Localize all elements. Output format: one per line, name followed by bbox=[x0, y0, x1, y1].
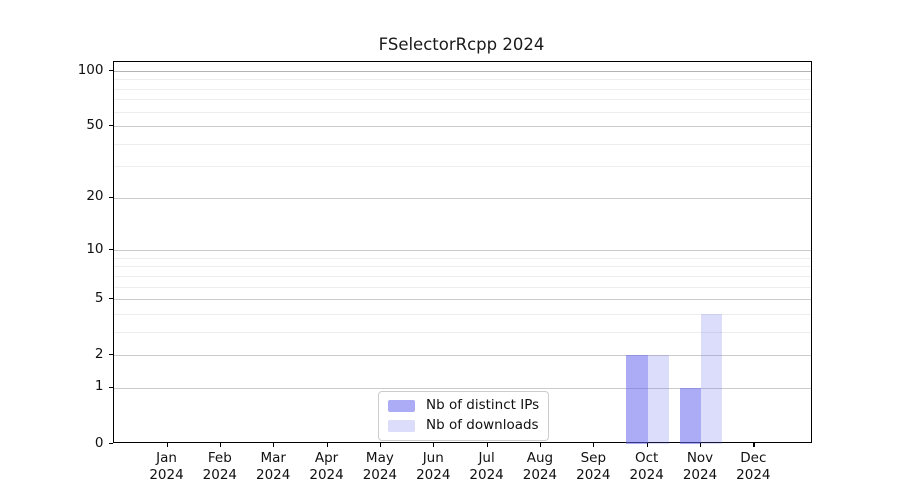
legend: Nb of distinct IPs Nb of downloads bbox=[378, 391, 550, 441]
y-tick-mark bbox=[108, 298, 113, 300]
gridline-major bbox=[113, 387, 811, 389]
gridline-major bbox=[113, 71, 811, 72]
gridline-minor bbox=[113, 143, 811, 145]
x-tick-mark bbox=[273, 443, 275, 447]
gridline-minor bbox=[113, 331, 811, 333]
gridline-minor bbox=[113, 111, 811, 113]
gridline-major bbox=[113, 126, 811, 128]
gridline-minor bbox=[113, 275, 811, 277]
legend-item-downloads: Nb of downloads bbox=[388, 417, 539, 434]
gridline-minor bbox=[113, 79, 811, 81]
x-tick-mark bbox=[379, 443, 382, 447]
y-tick-label: 100 bbox=[77, 61, 104, 78]
y-tick-label: 20 bbox=[86, 188, 104, 205]
x-tick-mark bbox=[646, 443, 648, 447]
x-tick-mark bbox=[700, 443, 702, 447]
gridline-minor bbox=[113, 99, 811, 101]
x-tick-mark bbox=[219, 443, 222, 447]
y-tick-mark bbox=[108, 196, 113, 199]
x-tick-label: May 2024 bbox=[362, 450, 398, 483]
gridline-major bbox=[113, 299, 811, 301]
x-tick-label: Nov 2024 bbox=[682, 450, 718, 483]
x-tick-mark bbox=[166, 443, 168, 447]
y-tick-label: 2 bbox=[94, 345, 104, 362]
chart-title: FSelectorRcpp 2024 bbox=[378, 35, 545, 54]
y-tick-mark bbox=[108, 386, 113, 389]
x-tick-mark bbox=[486, 443, 488, 447]
bar-downloads bbox=[701, 313, 723, 444]
x-tick-label: Mar 2024 bbox=[256, 450, 291, 483]
gridline-major bbox=[113, 250, 811, 252]
y-tick-mark bbox=[108, 125, 113, 127]
legend-swatch-downloads bbox=[388, 419, 415, 432]
y-tick-label: 5 bbox=[94, 289, 104, 306]
plot-area bbox=[112, 61, 812, 444]
legend-item-distinct-ips: Nb of distinct IPs bbox=[388, 397, 539, 414]
y-tick-label: 50 bbox=[86, 116, 104, 133]
gridline-minor bbox=[113, 313, 811, 315]
x-tick-mark bbox=[326, 443, 328, 447]
x-tick-label: Aug 2024 bbox=[522, 450, 558, 483]
legend-label: Nb of downloads bbox=[426, 417, 539, 433]
x-tick-label: Apr 2024 bbox=[309, 450, 344, 483]
y-tick-mark bbox=[108, 70, 113, 72]
y-tick-label: 10 bbox=[86, 240, 104, 257]
y-tick-label: 1 bbox=[94, 378, 104, 395]
x-tick-mark bbox=[593, 443, 595, 447]
x-tick-mark bbox=[539, 443, 542, 447]
x-tick-mark bbox=[753, 443, 755, 447]
gridline-major bbox=[113, 355, 811, 357]
legend-swatch-distinct-ips bbox=[388, 399, 415, 412]
gridline-minor bbox=[113, 286, 811, 288]
legend-label: Nb of distinct IPs bbox=[426, 397, 540, 413]
y-tick-mark bbox=[108, 443, 113, 445]
y-tick-mark bbox=[108, 354, 113, 356]
gridline-major bbox=[113, 197, 811, 199]
bar-distinct-ips bbox=[679, 387, 701, 444]
x-tick-mark bbox=[433, 443, 435, 447]
bar-downloads bbox=[647, 355, 670, 444]
x-tick-label: Oct 2024 bbox=[629, 450, 664, 483]
x-tick-label: Jun 2024 bbox=[416, 450, 451, 483]
x-tick-label: Dec 2024 bbox=[736, 450, 771, 483]
x-tick-label: Sep 2024 bbox=[576, 450, 611, 483]
x-tick-label: Jul 2024 bbox=[469, 450, 504, 483]
gridline-minor bbox=[113, 266, 811, 268]
y-tick-label: 0 bbox=[94, 434, 104, 451]
gridline-minor bbox=[113, 257, 811, 259]
x-tick-label: Feb 2024 bbox=[202, 450, 238, 483]
y-tick-mark bbox=[108, 249, 113, 251]
gridline-minor bbox=[113, 166, 811, 168]
bar-distinct-ips bbox=[626, 355, 648, 444]
gridline-minor bbox=[113, 88, 811, 90]
x-tick-label: Jan 2024 bbox=[149, 450, 184, 483]
